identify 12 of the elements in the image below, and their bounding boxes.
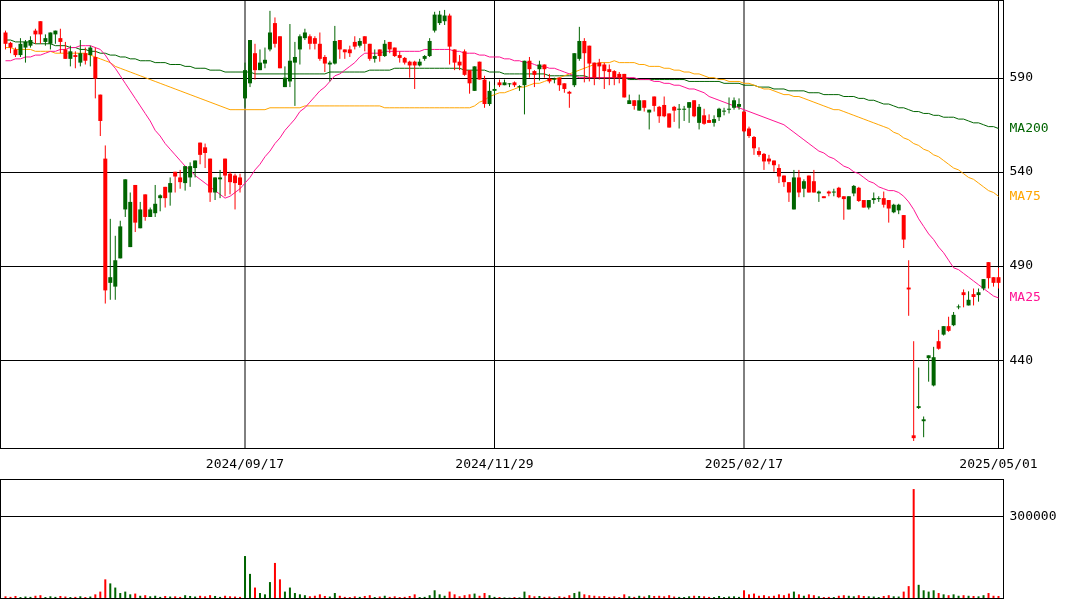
x-tick-label: 2025/05/01: [959, 455, 1038, 471]
series-label: MA200: [1009, 120, 1049, 135]
y-tick-label: 440: [1009, 351, 1033, 367]
text: 300000: [1009, 507, 1057, 523]
y-tick-label: 490: [1009, 257, 1033, 273]
y-tick-label: 540: [1009, 163, 1033, 179]
series-label: MA75: [1009, 187, 1041, 203]
x-tick-label: 2024/11/29: [455, 455, 534, 471]
x-tick-label: 2025/02/17: [704, 455, 784, 471]
x-tick-label: 2024/09/17: [205, 455, 285, 471]
y-tick-label: 590: [1009, 69, 1033, 85]
series-label: MA25: [1009, 289, 1041, 305]
